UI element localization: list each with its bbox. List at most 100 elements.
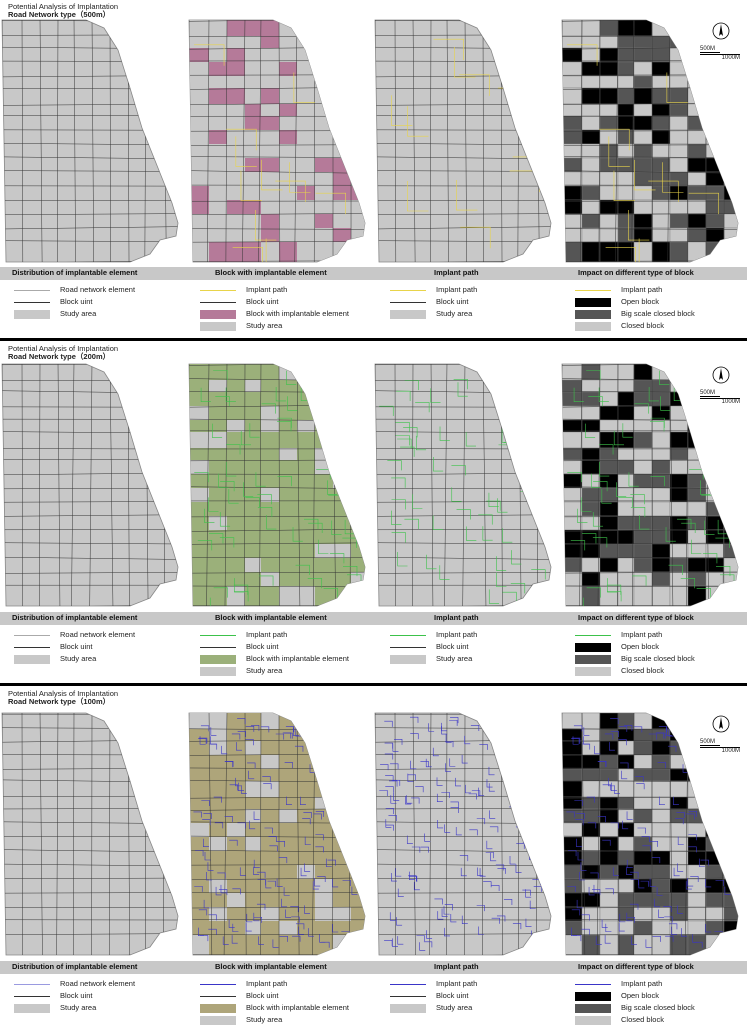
- block-cell: [297, 48, 315, 62]
- block-line: [187, 712, 369, 713]
- block-cell: [209, 448, 227, 460]
- impact-block: [651, 740, 671, 756]
- implant-path-segment: [215, 886, 222, 896]
- block-cell: [315, 502, 333, 516]
- impact-block: [723, 419, 738, 433]
- impact-block: [581, 585, 601, 606]
- implant-path-segment: [404, 380, 419, 391]
- impact-block: [599, 47, 619, 63]
- implant-path-segment: [491, 885, 500, 892]
- block-cell: [245, 865, 261, 879]
- implant-path-segment: [392, 938, 398, 947]
- implant-path-segment: [573, 387, 584, 403]
- implant-path-segment: [349, 819, 358, 826]
- block-cell: [315, 242, 333, 262]
- impact-block: [651, 447, 671, 461]
- scale-short-label: 500M: [700, 46, 720, 53]
- scale-short-label: 500M: [700, 390, 720, 397]
- implant-path-segment: [347, 735, 356, 741]
- implant-path-segment: [690, 876, 699, 883]
- block-cell: [315, 172, 333, 186]
- block-cell: [315, 713, 333, 729]
- impact-block: [651, 808, 671, 824]
- block-cell: [315, 380, 333, 392]
- implant-path-segment: [489, 826, 499, 833]
- block-cell: [333, 104, 351, 116]
- impact-block: [723, 850, 738, 866]
- legend-label: Implant path: [246, 979, 288, 988]
- implant-path-segment: [635, 776, 644, 783]
- impact-block: [705, 529, 725, 545]
- implant-path-segment: [516, 413, 531, 424]
- implant-path-segment: [605, 247, 636, 262]
- block-cell: [315, 48, 333, 62]
- block-cell: [227, 530, 245, 544]
- implant-path-segment: [304, 836, 311, 845]
- block-cell: [189, 116, 209, 130]
- block-cell: [227, 474, 245, 488]
- block-cell: [315, 20, 333, 36]
- block-cell: [261, 420, 279, 432]
- block-line: [394, 20, 397, 262]
- block-cell: [315, 935, 333, 955]
- block-cell: [351, 516, 365, 530]
- impact-block: [651, 20, 671, 37]
- block-line: [259, 364, 262, 606]
- implant-path-segment: [278, 857, 288, 864]
- block-cell: [245, 460, 261, 474]
- impact-block: [633, 87, 653, 105]
- block-cell: [189, 228, 209, 242]
- implant-path-segment: [246, 913, 253, 923]
- implant-path-segment: [229, 839, 238, 846]
- impact-block: [581, 850, 601, 866]
- implant-path-segment: [536, 416, 547, 431]
- block-cell: [297, 392, 315, 406]
- north-arrow-icon: [712, 715, 730, 733]
- block-cell: [297, 879, 315, 893]
- implant-path-segment: [302, 818, 311, 825]
- impact-block: [669, 878, 689, 894]
- implant-path-segment: [573, 725, 583, 732]
- block-line: [39, 20, 43, 262]
- legend-swatch: [575, 630, 611, 640]
- block-cell: [189, 781, 209, 797]
- implant-path-segment: [478, 514, 493, 525]
- block-cell: [333, 837, 351, 851]
- implant-path-segment: [594, 745, 601, 755]
- block-cell: [209, 76, 227, 88]
- block-cell: [297, 755, 315, 769]
- implant-path-segment: [204, 852, 211, 861]
- block-cell: [297, 530, 315, 544]
- block-line: [562, 713, 563, 955]
- implant-path-segment: [249, 820, 256, 830]
- block-cell: [227, 488, 245, 502]
- impact-block: [687, 713, 707, 730]
- impact-block: [723, 199, 738, 215]
- implant-path-segment: [618, 726, 628, 732]
- impact-block: [651, 87, 671, 105]
- block-cell: [189, 530, 209, 544]
- block-cell: [279, 572, 297, 586]
- impact-block: [633, 754, 653, 770]
- implant-path-segment: [601, 919, 608, 928]
- block-cell: [209, 769, 227, 781]
- impact-block: [669, 405, 689, 421]
- implant-path-segment: [300, 867, 307, 877]
- impact-block: [705, 115, 725, 131]
- impact-block: [562, 61, 583, 77]
- north-arrow-icon: [712, 366, 730, 384]
- block-cell: [209, 544, 227, 558]
- legend-label: Closed block: [621, 666, 664, 675]
- impact-block: [581, 227, 601, 243]
- implant-path-segment: [677, 836, 684, 845]
- implant-path-segment: [214, 822, 224, 829]
- impact-block: [617, 61, 635, 77]
- implant-path-segment: [256, 903, 266, 910]
- implant-path-segment: [389, 912, 396, 921]
- block-cell: [261, 755, 279, 769]
- block-cell: [209, 364, 227, 380]
- implant-path-segment: [339, 768, 348, 775]
- impact-block: [617, 379, 635, 393]
- block-line: [597, 364, 601, 606]
- implant-path-segment: [599, 462, 610, 477]
